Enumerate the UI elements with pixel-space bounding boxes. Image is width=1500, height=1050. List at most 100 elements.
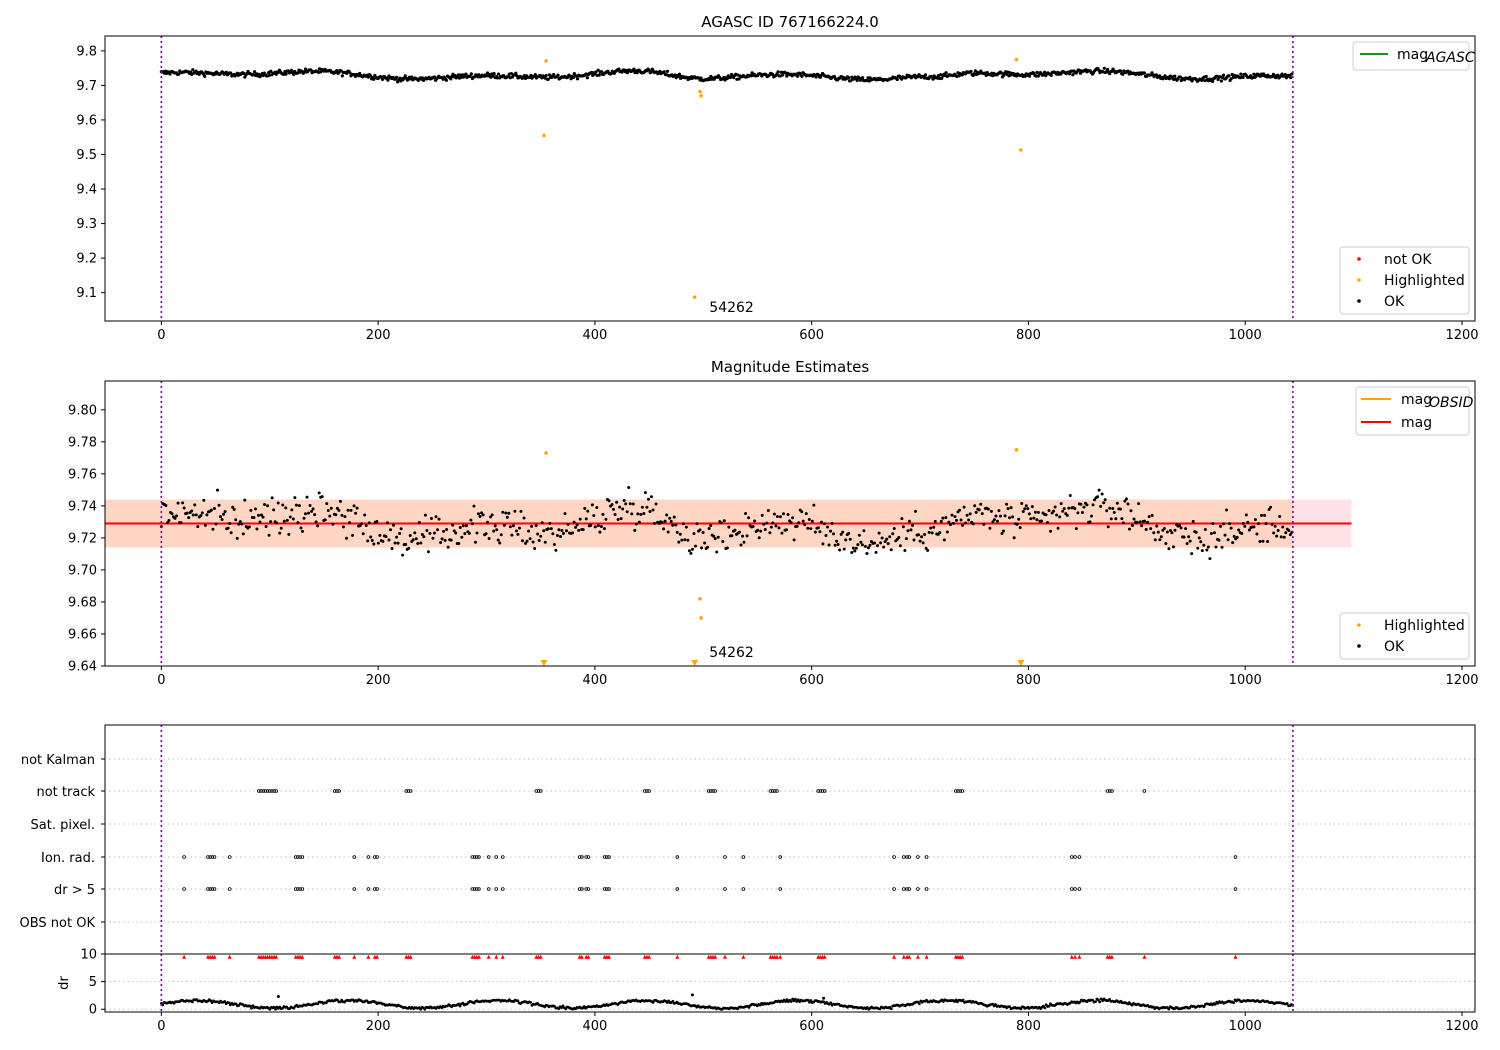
ok-point [768, 531, 772, 535]
flag-marker [773, 789, 777, 793]
ok-point [689, 551, 693, 555]
ok-point [181, 501, 185, 505]
ok-point [1162, 526, 1166, 530]
ok-point [349, 508, 353, 512]
ok-point [263, 503, 267, 507]
ok-point [795, 74, 800, 78]
ok-point [904, 537, 908, 541]
ok-point [429, 517, 433, 521]
ok-point [1027, 512, 1031, 516]
ok-point [1188, 539, 1192, 543]
ok-point [1049, 73, 1053, 77]
ok-point [546, 77, 550, 81]
ok-point [1062, 507, 1066, 511]
ok-point [551, 532, 555, 536]
ok-point [1252, 525, 1256, 529]
ok-point [1091, 503, 1095, 507]
ok-point [861, 76, 865, 80]
flag-marker [711, 789, 715, 793]
ok-point [392, 523, 396, 527]
ok-point [185, 511, 189, 515]
ok-point [175, 514, 179, 518]
x-tick-label: 400 [582, 673, 607, 688]
ok-point [501, 510, 505, 514]
ok-point [637, 520, 641, 524]
ok-point [1173, 74, 1177, 78]
flag-marker [210, 855, 215, 859]
flag-marker [406, 789, 411, 793]
ok-point [933, 519, 937, 523]
ok-point [1158, 538, 1162, 542]
ok-point [1058, 515, 1062, 519]
ok-point [1156, 530, 1160, 534]
ok-point [581, 528, 585, 532]
ok-point [1163, 74, 1167, 78]
ok-point [827, 543, 831, 547]
flag-marker [477, 887, 481, 891]
flag-marker [907, 887, 912, 891]
highlighted-point [544, 59, 548, 63]
y-tick-label: 9.7 [76, 79, 97, 94]
ok-point [1155, 524, 1159, 528]
ok-point [436, 528, 440, 532]
ok-point [1214, 545, 1218, 549]
ok-point [671, 523, 675, 527]
ok-point [1120, 517, 1124, 521]
flag-marker [778, 855, 783, 859]
x-tick-label: 200 [366, 673, 391, 688]
ok-point [880, 536, 884, 540]
ok-point [376, 541, 380, 545]
ok-point [445, 527, 449, 531]
y-tick-label: 9.8 [76, 44, 97, 59]
ok-point [921, 541, 925, 545]
ok-point [1212, 531, 1216, 535]
ok-point [284, 506, 288, 510]
ok-point [1071, 73, 1075, 77]
ok-point [681, 522, 685, 526]
ok-point [1080, 511, 1084, 515]
ok-point [860, 543, 864, 547]
ok-point [774, 524, 778, 528]
ok-point [707, 526, 711, 530]
ok-point [231, 505, 235, 509]
ok-point [1121, 521, 1125, 525]
x-tick-label: 600 [799, 673, 824, 688]
ok-point [528, 537, 532, 541]
ok-point [577, 528, 581, 532]
dr-point [457, 1002, 461, 1006]
ok-point [303, 67, 308, 71]
legend-frame [1352, 41, 1470, 71]
ok-point [1197, 536, 1201, 540]
ok-point [1239, 72, 1243, 76]
ok-point [965, 513, 969, 517]
ok-point [725, 546, 729, 550]
flag-marker [366, 855, 371, 859]
ok-point [329, 506, 333, 510]
ok-point [484, 532, 488, 536]
ok-point [1146, 520, 1150, 524]
flag-marker [534, 789, 539, 793]
ok-point [662, 70, 666, 74]
ok-point [1276, 529, 1280, 533]
ok-point [596, 68, 600, 72]
ok-point [235, 536, 239, 540]
ok-point [824, 534, 828, 538]
x-tick-label: 1000 [1229, 1019, 1262, 1034]
ok-point [868, 543, 872, 547]
ok-point [621, 507, 625, 511]
flag-marker [907, 855, 912, 859]
x-tick-label: 1000 [1229, 328, 1262, 343]
ok-point [1055, 513, 1059, 517]
flag-marker [1110, 789, 1114, 793]
ok-point [1085, 503, 1089, 507]
ok-point [1105, 509, 1109, 513]
ok-point [507, 511, 511, 515]
ok-point [252, 70, 257, 74]
ok-point [1187, 535, 1191, 539]
ok-point [944, 71, 948, 75]
ok-point [1035, 70, 1039, 74]
ok-point [360, 522, 364, 526]
y-tick-label: 9.64 [68, 660, 97, 675]
flag-marker [607, 855, 611, 859]
dr-point [419, 1007, 423, 1011]
